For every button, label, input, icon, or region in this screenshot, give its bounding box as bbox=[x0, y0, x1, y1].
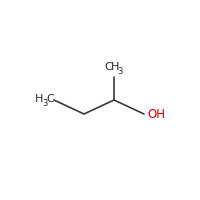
Text: C: C bbox=[104, 62, 112, 72]
Text: H: H bbox=[111, 62, 119, 72]
Text: 3: 3 bbox=[42, 99, 48, 108]
Text: C: C bbox=[46, 94, 54, 104]
Text: OH: OH bbox=[147, 108, 165, 121]
Text: 3: 3 bbox=[118, 67, 123, 76]
Text: H: H bbox=[35, 94, 43, 104]
